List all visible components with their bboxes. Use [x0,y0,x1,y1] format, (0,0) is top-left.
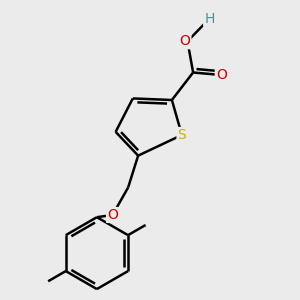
Text: O: O [180,34,190,48]
Text: O: O [216,68,227,82]
Text: O: O [107,208,118,222]
Text: H: H [204,12,214,26]
Text: S: S [178,128,186,142]
